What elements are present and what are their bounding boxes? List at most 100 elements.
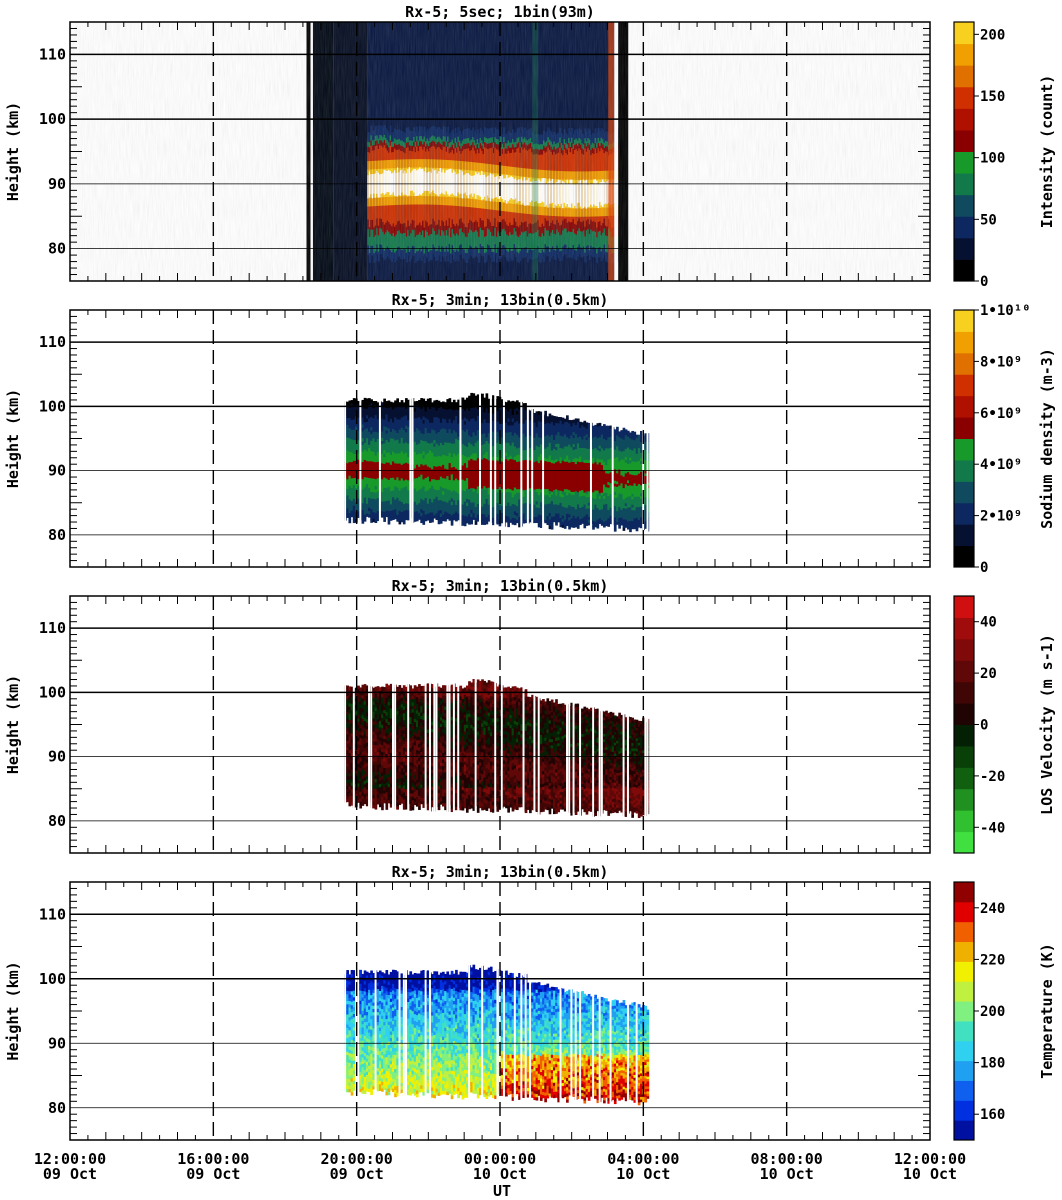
heatmap-cell <box>348 434 352 439</box>
heatmap-cell <box>396 507 400 512</box>
heatmap-cell <box>348 400 352 405</box>
heatmap-cell <box>372 494 376 499</box>
heatmap-cell <box>346 498 349 502</box>
heatmap-cell <box>394 489 397 493</box>
heatmap-cell <box>383 497 386 502</box>
heatmap-cell <box>389 474 393 478</box>
heatmap-cell <box>365 434 369 439</box>
heatmap-cell <box>357 501 360 506</box>
heatmap-cell <box>357 433 360 438</box>
heatmap-cell <box>361 447 365 452</box>
heatmap-cell <box>385 410 389 415</box>
heatmap-cell <box>348 461 352 466</box>
heatmap-cell <box>363 432 367 437</box>
heatmap-cell <box>368 503 371 508</box>
heatmap-cell <box>383 460 386 464</box>
heatmap-cell <box>391 457 395 462</box>
heatmap-cell <box>352 425 356 430</box>
heatmap-cell <box>357 475 360 480</box>
heatmap-cell <box>372 501 376 506</box>
heatmap-cell <box>381 402 384 406</box>
heatmap-cell <box>352 439 356 444</box>
heatmap-cell <box>381 446 384 451</box>
heatmap-cell <box>381 488 384 493</box>
heatmap-cell <box>355 422 358 427</box>
heatmap-cell <box>374 488 378 493</box>
heatmap-cell <box>389 513 393 518</box>
heatmap-cell <box>372 474 376 479</box>
heatmap-cell <box>374 505 378 510</box>
heatmap-cell <box>396 514 400 519</box>
heatmap-cell <box>387 493 391 498</box>
heatmap-cell <box>381 453 384 457</box>
heatmap-cell <box>383 473 386 478</box>
heatmap-cell <box>346 459 349 464</box>
heatmap-cell <box>396 483 400 488</box>
y-axis-label: Height (km) <box>4 102 22 201</box>
heatmap-cell <box>350 497 354 502</box>
heatmap-cell <box>544 410 547 415</box>
heatmap-cell <box>383 405 386 410</box>
heatmap-cell <box>428 398 432 403</box>
heatmap-cell <box>394 407 397 411</box>
heatmap-cell <box>350 419 354 424</box>
heatmap-cell <box>365 483 369 488</box>
heatmap-cell <box>387 496 391 501</box>
heatmap-cell <box>365 424 369 429</box>
data-gap-line <box>531 310 534 567</box>
heatmap-cell <box>363 507 367 512</box>
heatmap-cell <box>372 478 376 482</box>
heatmap-cell <box>372 451 376 456</box>
heatmap-cell <box>391 447 395 452</box>
heatmap-cell <box>383 463 386 468</box>
heatmap-cell <box>507 523 510 528</box>
heatmap-cell <box>374 475 378 480</box>
heatmap-cell <box>370 464 373 469</box>
heatmap-cell <box>365 418 369 422</box>
heatmap-cell <box>370 412 373 417</box>
heatmap-cell <box>391 405 395 410</box>
heatmap-cell <box>394 495 397 500</box>
heatmap-cell <box>361 410 365 415</box>
heatmap-cell <box>368 421 371 426</box>
heatmap-cell <box>361 465 365 469</box>
heatmap-cell <box>394 512 397 516</box>
heatmap-cell <box>372 411 376 415</box>
heatmap-cell <box>363 517 367 522</box>
heatmap-cell <box>368 513 371 518</box>
heatmap-cell <box>385 420 389 425</box>
heatmap-cell <box>355 487 358 492</box>
heatmap-cell <box>370 443 373 448</box>
heatmap-cell <box>368 411 371 416</box>
heatmap-cell <box>398 513 402 518</box>
heatmap-cell <box>363 452 367 457</box>
heatmap-cell <box>352 508 356 513</box>
heatmap-cell <box>389 467 393 472</box>
heatmap-cell <box>350 503 354 508</box>
heatmap-cell <box>376 428 380 433</box>
heatmap-cell <box>389 457 393 462</box>
heatmap-cell <box>394 403 397 408</box>
heatmap-cell <box>372 491 376 496</box>
heatmap-cell <box>368 507 371 512</box>
heatmap-cell <box>385 452 389 457</box>
heatmap-cell <box>370 498 373 503</box>
heatmap-cell <box>391 431 395 436</box>
heatmap-cell <box>348 427 352 432</box>
heatmap-cell <box>372 458 376 462</box>
heatmap-cell <box>374 441 378 446</box>
heatmap-cell <box>357 410 360 415</box>
heatmap-cell <box>396 510 400 515</box>
heatmap-cell <box>387 448 391 453</box>
heatmap-cell <box>372 481 376 486</box>
heatmap-cell <box>357 465 360 470</box>
data-gap-line <box>459 310 462 567</box>
heatmap-cell <box>391 473 395 478</box>
heatmap-cell <box>370 474 373 479</box>
heatmap-cell <box>383 442 386 447</box>
heatmap-cell <box>389 480 393 485</box>
heatmap-cell <box>376 448 380 453</box>
heatmap-cell <box>385 487 389 492</box>
